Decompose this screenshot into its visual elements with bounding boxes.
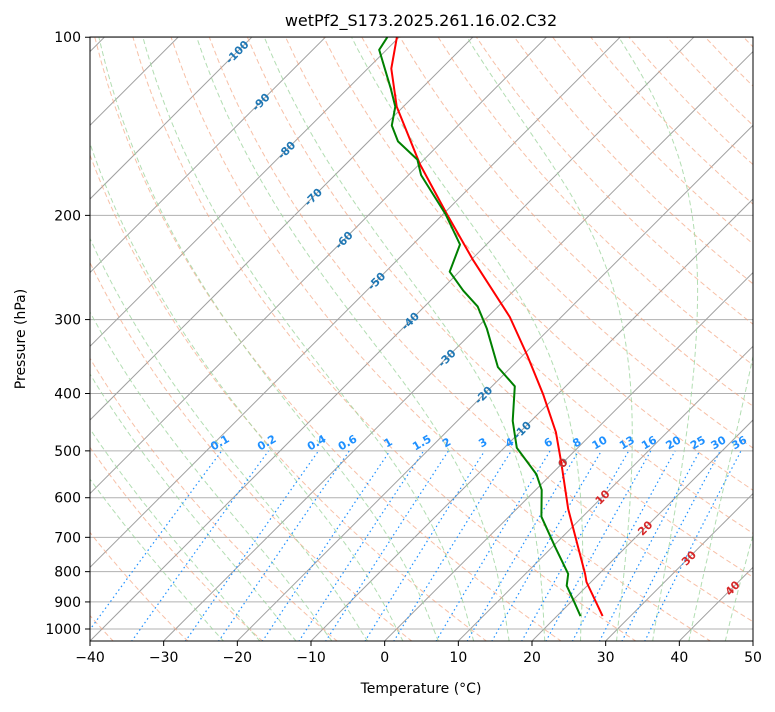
y-tick-label: 700	[54, 530, 81, 546]
x-tick-label: 10	[449, 650, 467, 666]
y-tick-label: 400	[54, 387, 81, 403]
y-tick-label: 200	[54, 208, 81, 224]
x-axis-label: Temperature (°C)	[360, 681, 482, 697]
y-tick-label: 800	[54, 565, 81, 581]
y-tick-label: 300	[54, 313, 81, 329]
x-tick-label: −30	[149, 650, 179, 666]
y-tick-label: 600	[54, 491, 81, 507]
y-tick-label: 1000	[45, 622, 81, 638]
x-tick-label: −10	[296, 650, 326, 666]
x-tick-label: 50	[744, 650, 762, 666]
x-tick-label: −20	[223, 650, 253, 666]
y-axis-label: Pressure (hPa)	[13, 289, 29, 389]
x-tick-label: 40	[670, 650, 688, 666]
x-tick-label: 20	[523, 650, 541, 666]
y-tick-label: 100	[54, 30, 81, 46]
chart-title: wetPf2_S173.2025.261.16.02.C32	[285, 11, 557, 31]
x-tick-label: 30	[597, 650, 615, 666]
y-tick-label: 500	[54, 444, 81, 460]
isotherm-line	[753, 37, 775, 641]
y-tick-label: 900	[54, 595, 81, 611]
plot-area	[90, 37, 753, 641]
x-tick-label: −40	[75, 650, 105, 666]
x-tick-label: 0	[380, 650, 389, 666]
